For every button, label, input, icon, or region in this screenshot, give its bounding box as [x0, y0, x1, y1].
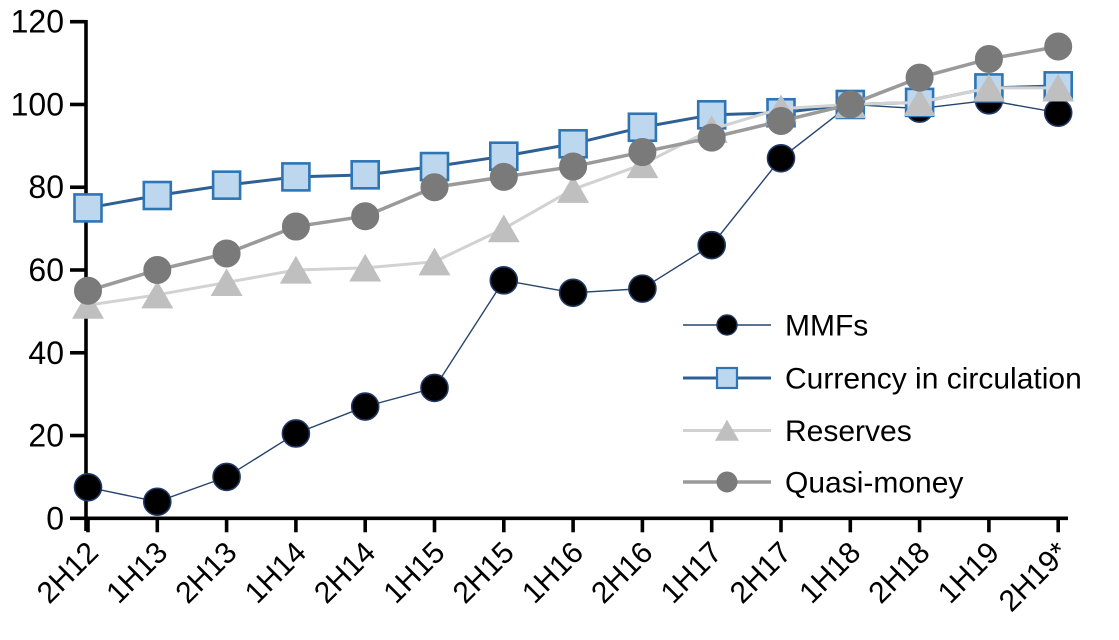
- data-point-marker: [73, 472, 103, 502]
- data-point-marker: [420, 373, 449, 403]
- y-tick-label: 100: [11, 86, 64, 122]
- data-point-marker: [73, 193, 103, 223]
- data-point-marker: [281, 212, 310, 241]
- data-point-marker: [420, 173, 449, 202]
- x-tick-label: 2H19*: [993, 536, 1076, 619]
- data-point-marker: [628, 138, 657, 167]
- data-point-marker: [905, 63, 934, 92]
- data-point-marker: [211, 170, 242, 200]
- y-tick-label: 120: [11, 4, 64, 40]
- legend-label: Quasi-money: [785, 467, 963, 500]
- x-tick-label: 2H15: [447, 536, 521, 610]
- data-point-marker: [210, 268, 243, 297]
- data-point-marker: [697, 123, 726, 152]
- legend-entry-mmfs: MMFs: [683, 310, 868, 343]
- x-axis: 2H121H132H131H142H141H152H151H162H161H17…: [31, 516, 1076, 619]
- legend-label: Reserves: [785, 415, 912, 448]
- data-point-marker: [279, 255, 312, 284]
- data-point-marker: [212, 462, 241, 492]
- series-mmfs: [73, 86, 1073, 517]
- x-tick-label: 2H18: [863, 536, 937, 610]
- legend-label: Currency in circulation: [785, 363, 1082, 396]
- x-tick-label: 2H17: [724, 536, 798, 610]
- data-point-marker: [489, 162, 518, 191]
- data-point-marker: [142, 180, 173, 211]
- data-point-marker: [1042, 73, 1075, 102]
- data-point-marker: [141, 280, 174, 309]
- y-tick-label: 60: [28, 252, 64, 288]
- legend-label: MMFs: [785, 310, 868, 343]
- data-point-marker: [767, 107, 795, 136]
- data-point-marker: [489, 266, 519, 295]
- data-point-marker: [627, 112, 658, 143]
- data-point-marker: [143, 487, 172, 517]
- data-point-marker: [1044, 32, 1073, 61]
- legend-entry-reserves: Reserves: [683, 415, 912, 448]
- data-point-marker: [766, 143, 796, 173]
- data-point-marker: [72, 291, 104, 319]
- data-point-marker: [212, 239, 241, 268]
- y-tick-label: 0: [46, 500, 64, 536]
- data-point-marker: [281, 419, 311, 448]
- data-point-marker: [350, 392, 380, 421]
- series-reserves: [72, 73, 1075, 319]
- x-tick-label: 2H12: [31, 536, 105, 610]
- data-point-marker: [628, 274, 657, 303]
- x-tick-label: 1H19: [932, 536, 1006, 610]
- data-point-marker: [351, 202, 380, 231]
- data-point-marker: [716, 471, 738, 493]
- data-point-marker: [716, 314, 738, 336]
- data-point-marker: [281, 162, 311, 192]
- legend-entry-currency-in-circulation: Currency in circulation: [683, 363, 1082, 396]
- legend-entry-quasi-money: Quasi-money: [683, 467, 963, 500]
- x-tick-label: 1H13: [100, 536, 174, 610]
- data-point-marker: [559, 152, 588, 181]
- data-point-marker: [143, 256, 172, 285]
- x-tick-label: 1H16: [516, 536, 590, 610]
- data-point-marker: [697, 230, 727, 260]
- data-point-marker: [418, 247, 451, 276]
- series-quasi-money: [74, 32, 1073, 305]
- data-point-marker: [74, 276, 102, 305]
- data-point-marker: [903, 88, 936, 116]
- data-point-marker: [715, 366, 739, 390]
- x-tick-label: 1H18: [793, 536, 867, 610]
- x-tick-label: 2H14: [308, 536, 382, 610]
- x-tick-label: 1H17: [655, 536, 729, 610]
- data-point-marker: [1043, 98, 1073, 128]
- data-point-marker: [974, 44, 1003, 73]
- data-point-marker: [836, 90, 865, 119]
- data-point-marker: [350, 160, 381, 190]
- x-tick-label: 1H14: [239, 536, 313, 610]
- data-point-marker: [972, 73, 1005, 102]
- x-tick-label: 2H16: [585, 536, 659, 610]
- data-point-marker: [558, 278, 588, 308]
- data-point-marker: [349, 253, 382, 282]
- data-point-marker: [557, 175, 590, 203]
- y-tick-label: 80: [28, 169, 64, 205]
- y-axis: 0 20 40 60 80 100 120: [11, 4, 88, 536]
- y-tick-label: 20: [28, 418, 64, 454]
- legend: MMFs Currency in circulation Reserves Quasi…: [683, 310, 1082, 500]
- y-tick-label: 40: [28, 335, 64, 371]
- x-tick-label: 1H15: [377, 536, 451, 610]
- data-point-marker: [487, 214, 520, 243]
- x-tick-label: 2H13: [170, 536, 244, 610]
- data-point-marker: [714, 419, 740, 441]
